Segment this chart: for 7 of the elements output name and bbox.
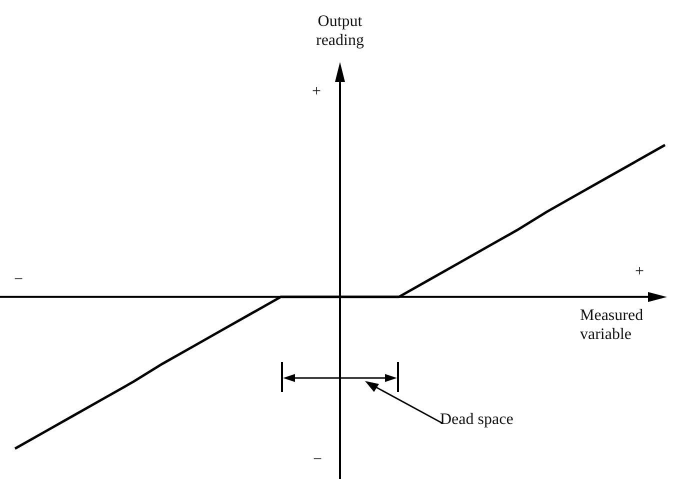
text: + <box>312 82 322 101</box>
x-axis-title: Measured variable <box>580 306 644 344</box>
text: − <box>313 450 322 469</box>
annotation: Dead space <box>440 410 514 429</box>
text: Output reading <box>315 12 365 50</box>
annotation: + <box>635 262 644 281</box>
annotation: − <box>14 270 24 289</box>
